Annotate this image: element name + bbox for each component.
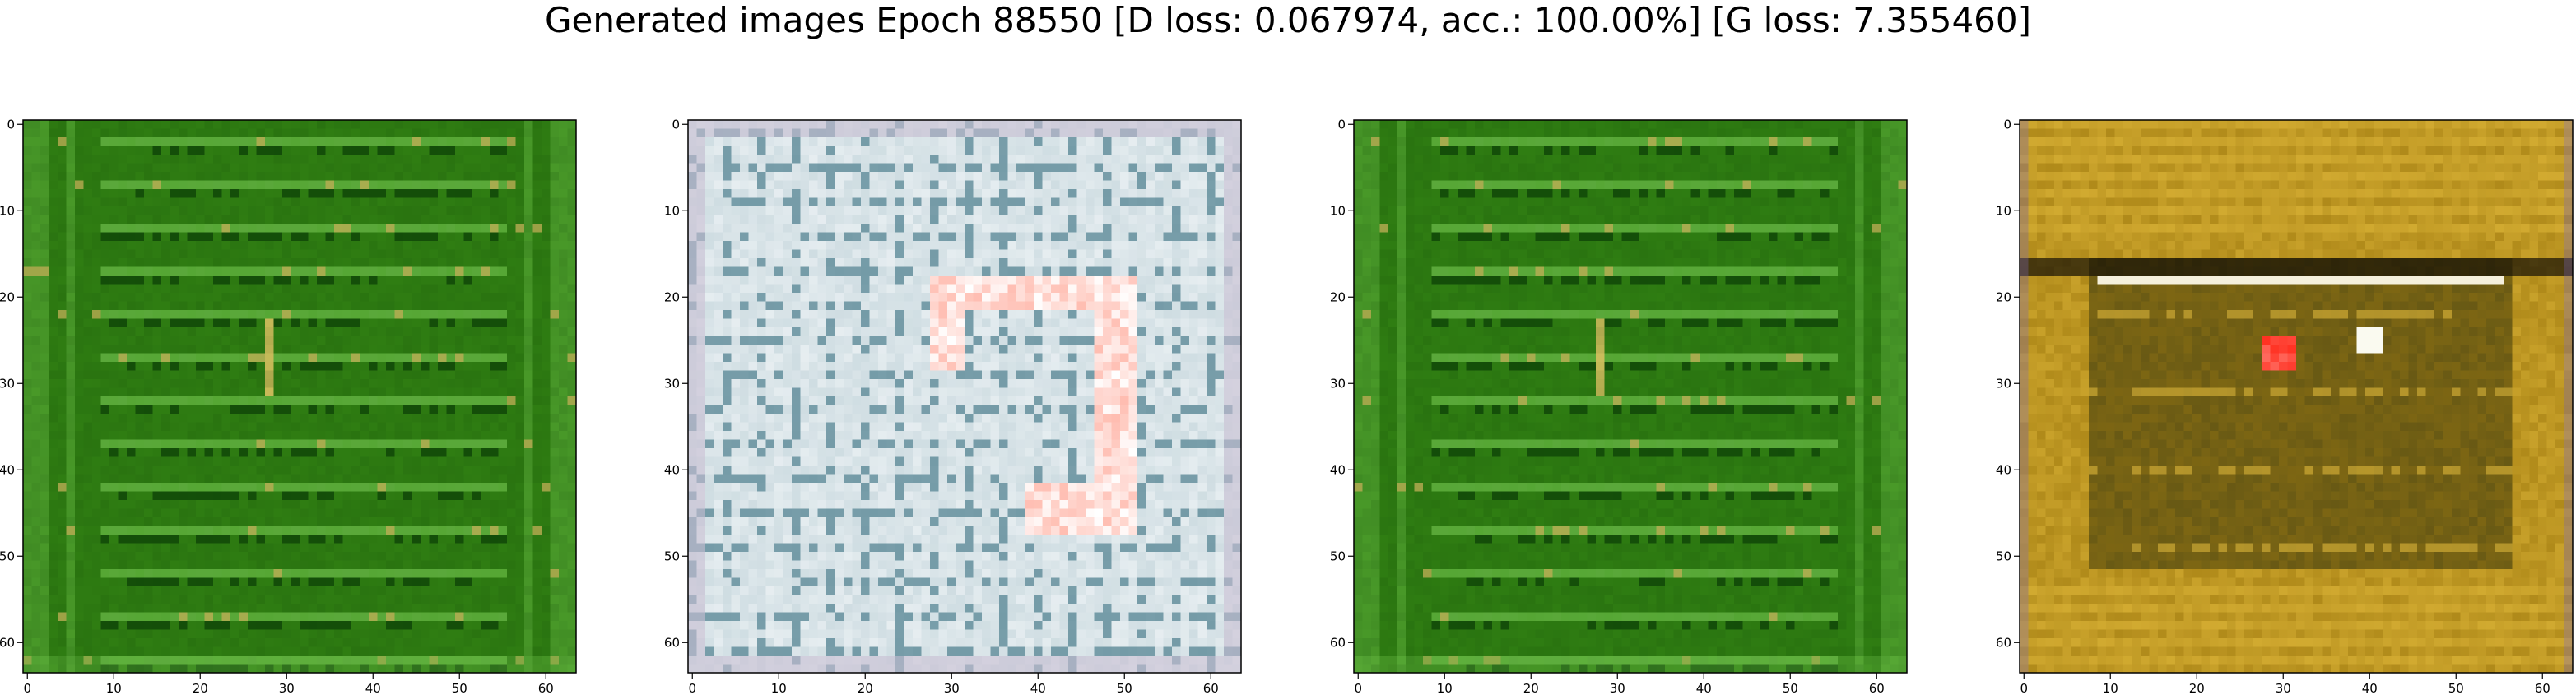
x-tick-label: 50: [2448, 681, 2464, 695]
x-tick-label: 0: [23, 681, 31, 695]
y-tick-label: 30: [1996, 376, 2011, 391]
x-tick-label: 10: [106, 681, 122, 695]
generated-image-4: 0 10 20 30 40 50 60 0 10 20 30 40 50 60: [1996, 117, 2574, 695]
x-tick-label: 40: [365, 681, 381, 695]
y-tick-label: 0: [7, 117, 15, 132]
y-tick-label: 0: [672, 117, 680, 132]
y-tick-label: 50: [1330, 549, 1346, 563]
y-tick-label: 40: [1996, 462, 2011, 477]
generated-image-3-pixels: [1354, 120, 1907, 673]
generated-image-1-frame: [22, 119, 577, 674]
x-tick-label: 30: [2276, 681, 2291, 695]
generated-image-2-frame: [687, 119, 1242, 674]
y-tick-label: 40: [664, 462, 680, 477]
y-tick-label: 60: [1330, 635, 1346, 650]
y-tick-label: 20: [1330, 290, 1346, 304]
x-tick-label: 30: [944, 681, 960, 695]
y-tick-label: 20: [0, 290, 15, 304]
x-tick-label: 40: [1030, 681, 1046, 695]
y-tick-label: 40: [1330, 462, 1346, 477]
y-tick-label: 10: [664, 203, 680, 218]
y-tick-label: 10: [0, 203, 15, 218]
generated-image-2: 0 10 20 30 40 50 60 0 10 20 30 40 50 60: [664, 117, 1242, 695]
y-tick-label: 30: [1330, 376, 1346, 391]
y-tick-label: 20: [664, 290, 680, 304]
y-tick-label: 30: [664, 376, 680, 391]
x-tick-label: 60: [1869, 681, 1885, 695]
generated-image-4-frame: [2019, 119, 2574, 674]
x-tick-label: 50: [452, 681, 467, 695]
x-tick-label: 20: [193, 681, 208, 695]
x-tick-label: 30: [279, 681, 295, 695]
generated-image-2-pixels: [688, 120, 1241, 673]
x-tick-label: 50: [1783, 681, 1798, 695]
y-tick-label: 10: [1996, 203, 2011, 218]
y-tick-label: 50: [1996, 549, 2011, 563]
x-tick-label: 10: [1437, 681, 1453, 695]
y-tick-label: 60: [1996, 635, 2011, 650]
y-tick-label: 10: [1330, 203, 1346, 218]
x-tick-label: 20: [1523, 681, 1539, 695]
y-tick-label: 20: [1996, 290, 2011, 304]
x-tick-label: 40: [2362, 681, 2378, 695]
y-tick-label: 0: [2003, 117, 2011, 132]
generated-image-1-pixels: [23, 120, 576, 673]
y-tick-label: 0: [1337, 117, 1346, 132]
y-tick-label: 30: [0, 376, 15, 391]
x-tick-label: 0: [688, 681, 696, 695]
x-tick-label: 20: [858, 681, 873, 695]
generated-image-1: 0 10 20 30 40 50 60 0 10 20 30 40 50 60: [0, 117, 577, 695]
generated-image-3-frame: [1353, 119, 1908, 674]
x-tick-label: 10: [2103, 681, 2118, 695]
figure-title: Generated images Epoch 88550 [D loss: 0.…: [544, 0, 2032, 40]
x-tick-label: 10: [771, 681, 787, 695]
y-tick-label: 60: [0, 635, 15, 650]
x-tick-label: 20: [2189, 681, 2205, 695]
y-tick-label: 50: [0, 549, 15, 563]
y-tick-label: 60: [664, 635, 680, 650]
x-tick-label: 60: [538, 681, 554, 695]
y-tick-label: 50: [664, 549, 680, 563]
generated-image-4-pixels: [2020, 120, 2573, 673]
x-tick-label: 60: [2535, 681, 2550, 695]
y-tick-label: 40: [0, 462, 15, 477]
x-tick-label: 30: [1610, 681, 1625, 695]
x-tick-label: 50: [1117, 681, 1132, 695]
x-tick-label: 0: [2020, 681, 2028, 695]
x-tick-label: 0: [1354, 681, 1362, 695]
x-tick-label: 60: [1203, 681, 1219, 695]
generated-image-3: 0 10 20 30 40 50 60 0 10 20 30 40 50 60: [1330, 117, 1908, 695]
x-tick-label: 40: [1696, 681, 1712, 695]
